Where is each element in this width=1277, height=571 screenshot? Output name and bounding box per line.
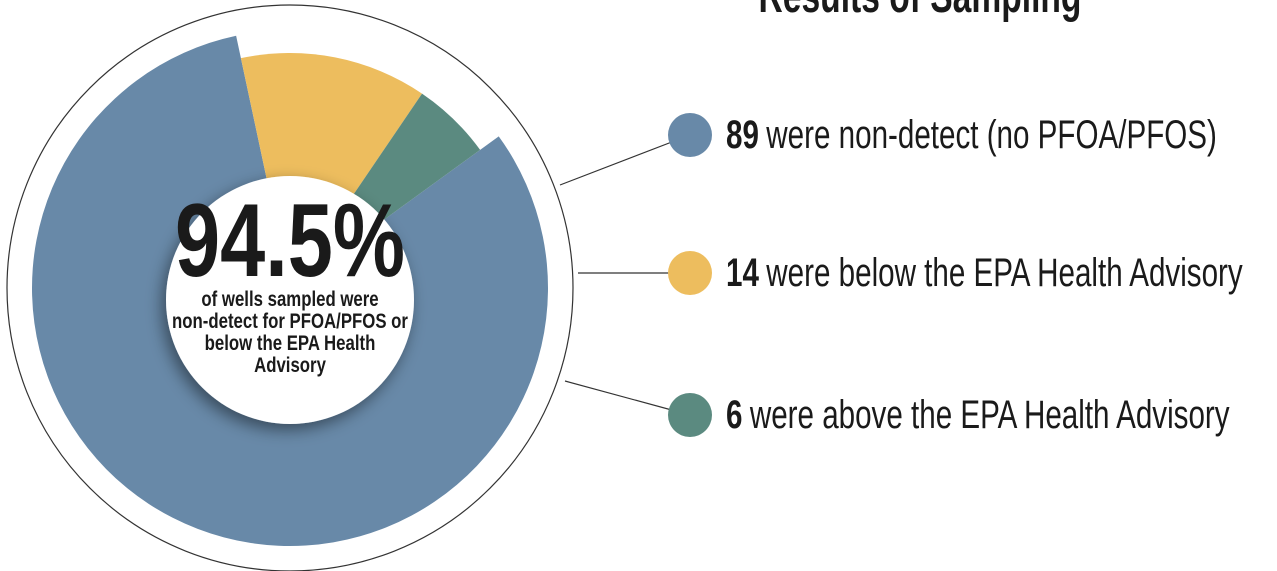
chart-title: Results of Sampling bbox=[759, 0, 1082, 22]
legend-dot bbox=[668, 393, 712, 437]
legend-label: were above the EPA Health Advisory bbox=[749, 393, 1230, 437]
legend-entry: 14 were below the EPA Health Advisory bbox=[726, 251, 1243, 295]
leader-line bbox=[559, 134, 691, 186]
legend-label: were non-detect (no PFOA/PFOS) bbox=[765, 113, 1216, 157]
center-text-line: of wells sampled were bbox=[201, 288, 378, 311]
legend-value: 6 bbox=[726, 393, 742, 437]
legend: 89 were non-detect (no PFOA/PFOS) 14 were b… bbox=[559, 113, 1243, 437]
legend-dot bbox=[668, 251, 712, 295]
center-label: 94.5% bbox=[175, 182, 405, 298]
legend-dot bbox=[668, 113, 712, 157]
legend-value: 89 bbox=[726, 113, 759, 157]
legend-label: were below the EPA Health Advisory bbox=[765, 251, 1243, 295]
center-text-line: non-detect for PFOA/PFOS or bbox=[172, 310, 408, 333]
center-text-line: Advisory bbox=[254, 354, 326, 377]
legend-entry: 89 were non-detect (no PFOA/PFOS) bbox=[726, 113, 1217, 157]
center-text-line: below the EPA Health bbox=[205, 332, 376, 355]
legend-entry: 6 were above the EPA Health Advisory bbox=[726, 393, 1230, 437]
legend-value: 14 bbox=[726, 251, 759, 295]
center-disc bbox=[166, 176, 414, 424]
